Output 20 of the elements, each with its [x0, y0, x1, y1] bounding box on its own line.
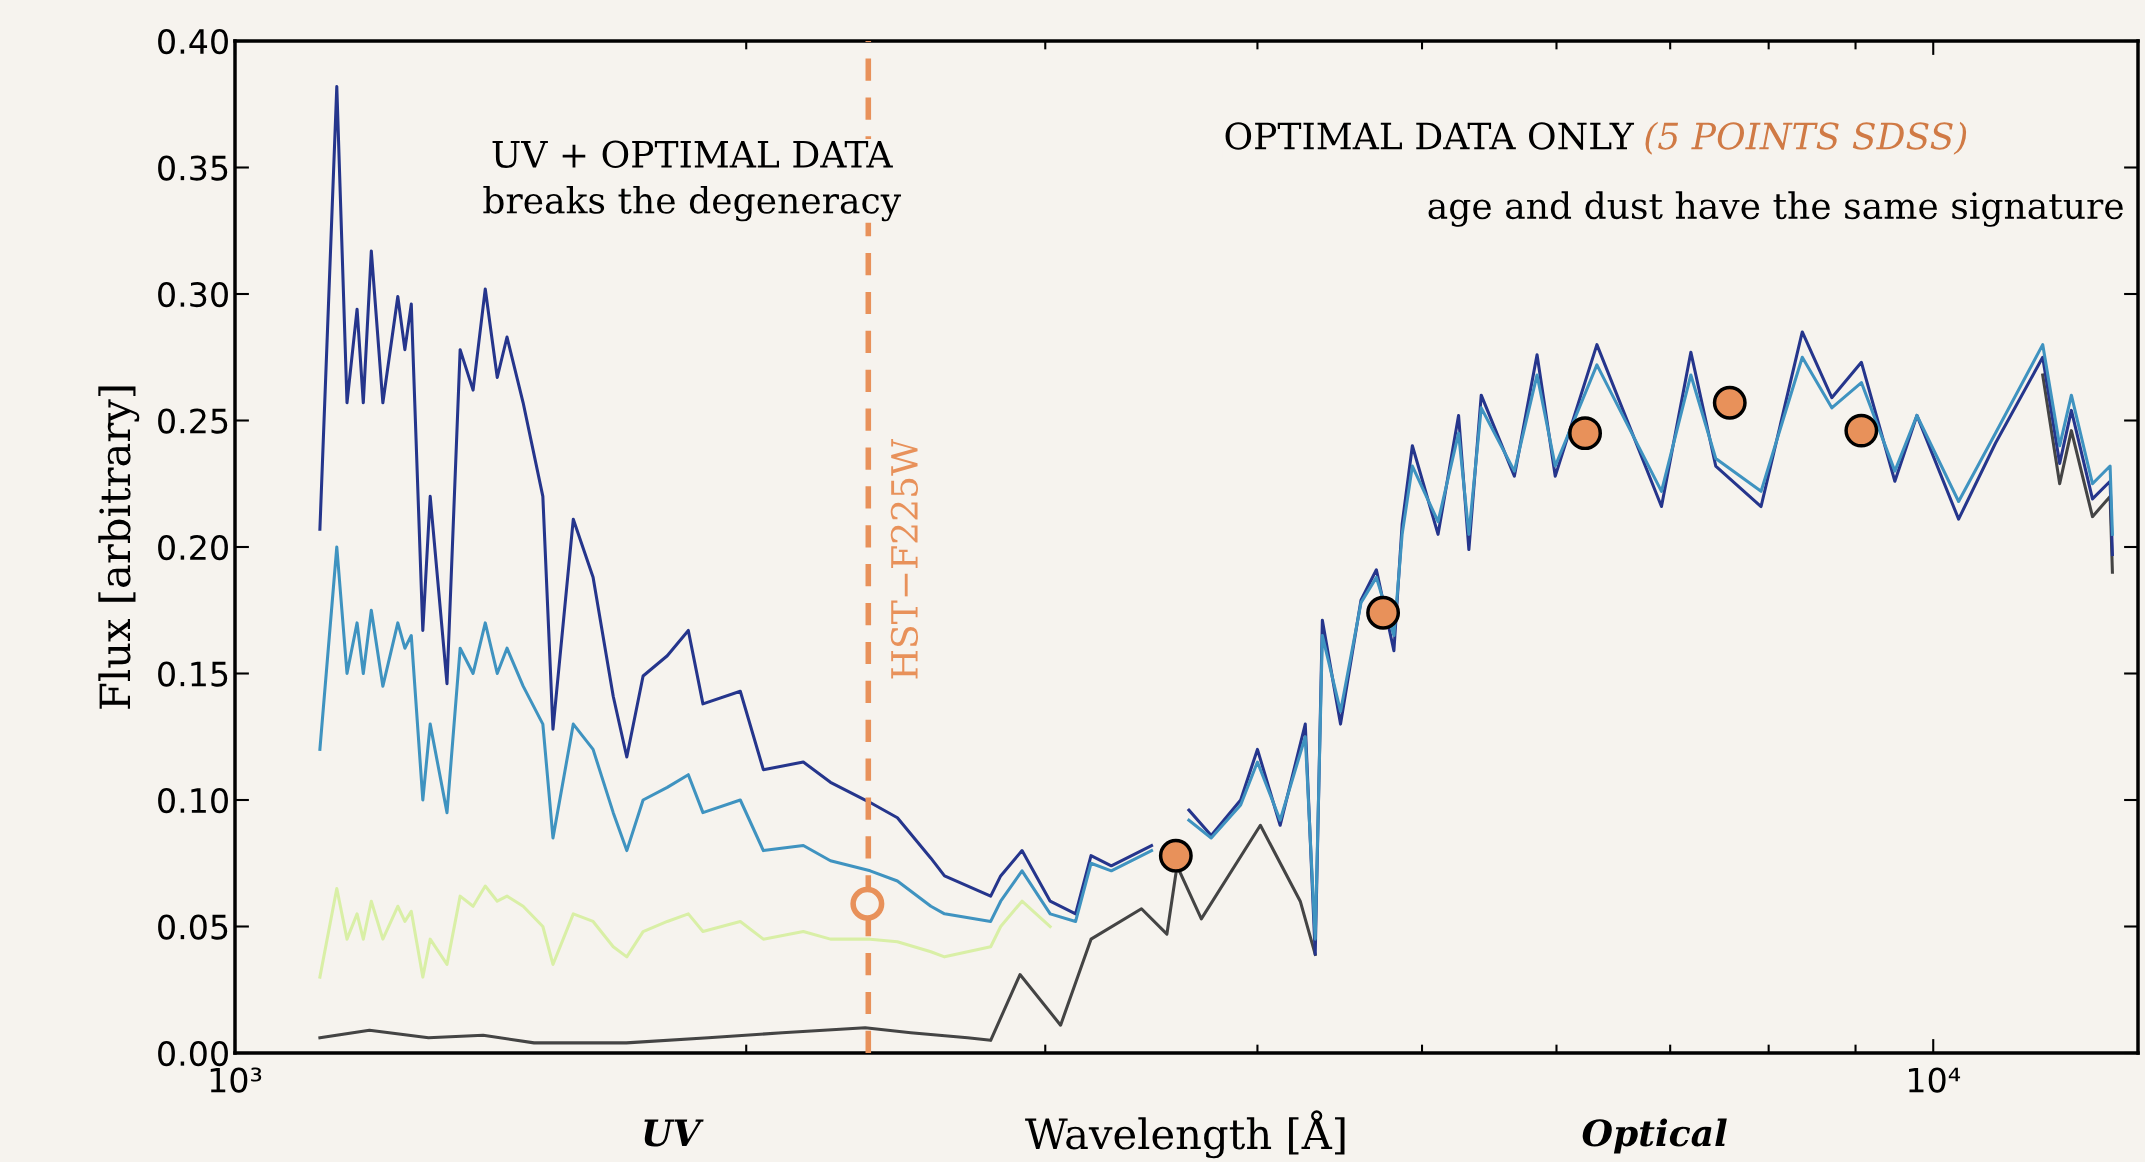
y-tick-label: 0.30: [158, 281, 228, 308]
x-axis-title: Wavelength [Å]: [1025, 1110, 1345, 1159]
y-tick-label: 0.15: [158, 661, 228, 687]
annotation: UV + OPTIMAL DATA breaks the degeneracy: [483, 140, 902, 222]
text: UV: [644, 1119, 704, 1147]
y-tick-label: 0.40: [158, 28, 228, 55]
y-tick-label: 0.25: [158, 408, 228, 434]
annotation: OPTIMAL DATA ONLY: [1225, 122, 1635, 150]
y-tick-label: 0.10: [158, 787, 228, 814]
y-tick-label: 0.00: [158, 1040, 228, 1067]
y-tick-label: 0.20: [158, 534, 228, 561]
y-axis-title: Flux [arbitrary]: [98, 386, 140, 709]
x-tick-label: 10³: [210, 1067, 262, 1093]
annotation: age and dust have the same signature: [1428, 191, 2123, 227]
x-tick-label: 10⁴: [1909, 1067, 1961, 1093]
annotation: (5 POINTS SDSS): [1645, 121, 1967, 155]
text: Optical: [1582, 1118, 1727, 1154]
y-tick-label: 0.05: [158, 914, 228, 940]
ref-line-label: HST−F225W: [890, 438, 919, 679]
y-tick-label: 0.35: [158, 155, 228, 181]
